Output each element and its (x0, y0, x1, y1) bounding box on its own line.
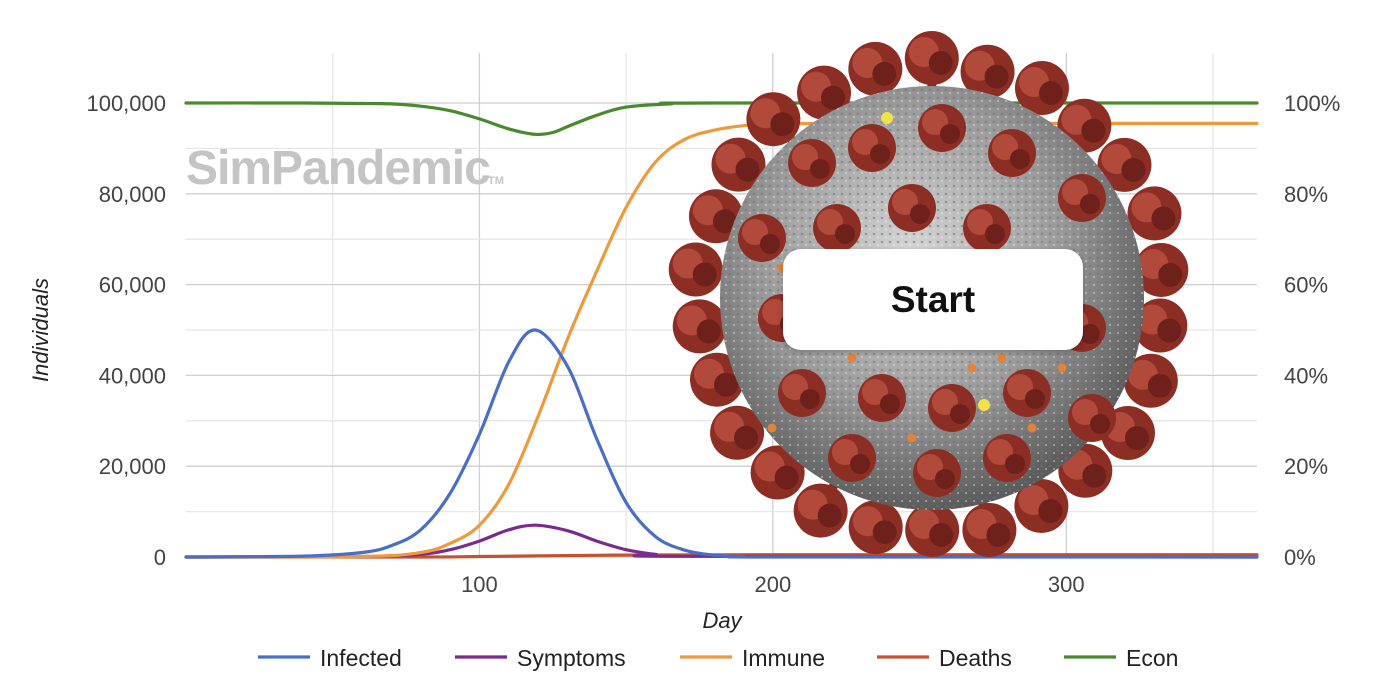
legend-label: Deaths (939, 645, 1012, 671)
spike-protein (778, 369, 826, 417)
spike-protein (963, 204, 1011, 252)
envelope-protein (967, 363, 977, 373)
spike-protein (848, 124, 896, 172)
spike-protein (672, 299, 733, 354)
series-line-infected (184, 328, 1259, 559)
spike-protein (983, 434, 1031, 482)
watermark-trademark: TM (488, 175, 504, 187)
series-line-symptoms (184, 523, 1259, 559)
x-axis-title: Day (702, 608, 743, 633)
legend-item-infected: Infected (258, 645, 402, 671)
axis-ticks: 0 0% 20,000 20% 40,000 40% 60,000 60% 80,000 80% 1… (86, 91, 1340, 597)
legend-item-immune: Immune (680, 645, 825, 671)
legend-label: Immune (742, 645, 825, 671)
y-axis-title: Individuals (28, 278, 53, 382)
spike-protein (1095, 137, 1152, 192)
spike-protein (962, 493, 1017, 558)
envelope-protein (767, 423, 777, 433)
chart-legend: Infected Symptoms Immune Deaths Econ (258, 645, 1178, 671)
legend-item-deaths: Deaths (877, 645, 1012, 671)
legend-item-symptoms: Symptoms (455, 645, 626, 671)
y2-tick-label: 40% (1284, 363, 1328, 388)
x-tick-label: 200 (754, 572, 791, 597)
spike-protein (690, 352, 745, 407)
coronavirus-image (668, 31, 1189, 558)
spike-protein (858, 374, 906, 422)
spike-protein (905, 499, 960, 557)
x-tick-label: 300 (1048, 572, 1085, 597)
envelope-protein (847, 353, 857, 363)
series-line-econ (184, 101, 1259, 137)
spike-protein (788, 139, 836, 187)
y-tick-label: 40,000 (99, 363, 166, 388)
spike-protein (1058, 174, 1106, 222)
x-tick-label: 100 (461, 572, 498, 597)
y-tick-label: 100,000 (86, 91, 166, 116)
spike-protein (1057, 98, 1112, 153)
spike-protein (918, 104, 966, 152)
spike-protein (848, 493, 903, 555)
y2-tick-label: 80% (1284, 182, 1328, 207)
spike-protein (1014, 474, 1069, 533)
spike-protein (711, 137, 769, 192)
spike-protein (828, 434, 876, 482)
spike-protein (738, 214, 786, 262)
y2-tick-label: 100% (1284, 91, 1340, 116)
spike-protein (1068, 394, 1116, 442)
spike-protein (1003, 369, 1051, 417)
watermark: SimPandemic TM (186, 142, 504, 195)
y-tick-label: 0 (154, 545, 166, 570)
spike-protein (1119, 353, 1178, 408)
y-tick-label: 80,000 (99, 182, 166, 207)
spike-protein (904, 31, 959, 97)
spike-protein (988, 129, 1036, 177)
watermark-text: SimPandemic (186, 142, 490, 195)
spike-protein (1014, 61, 1069, 122)
start-button[interactable]: Start (783, 249, 1083, 350)
envelope-protein (907, 433, 917, 443)
legend-label: Symptoms (517, 645, 626, 671)
y2-tick-label: 20% (1284, 454, 1328, 479)
spike-protein (668, 242, 732, 297)
spike-protein (888, 184, 936, 232)
spike-protein (1119, 186, 1182, 241)
spike-protein (848, 41, 903, 103)
spike-protein (813, 204, 861, 252)
legend-item-econ: Econ (1064, 645, 1178, 671)
legend-label: Econ (1126, 645, 1178, 671)
legend-label: Infected (320, 645, 402, 671)
y-tick-label: 60,000 (99, 273, 166, 298)
envelope-protein (1057, 363, 1067, 373)
y2-tick-label: 60% (1284, 273, 1328, 298)
membrane-protein (881, 112, 893, 124)
y-tick-label: 20,000 (99, 454, 166, 479)
spike-protein (797, 65, 852, 122)
spike-protein (688, 189, 745, 244)
membrane-protein (978, 399, 990, 411)
envelope-protein (997, 353, 1007, 363)
y2-tick-label: 0% (1284, 545, 1316, 570)
spike-protein (928, 384, 976, 432)
envelope-protein (1027, 423, 1037, 433)
spike-protein (913, 449, 961, 497)
